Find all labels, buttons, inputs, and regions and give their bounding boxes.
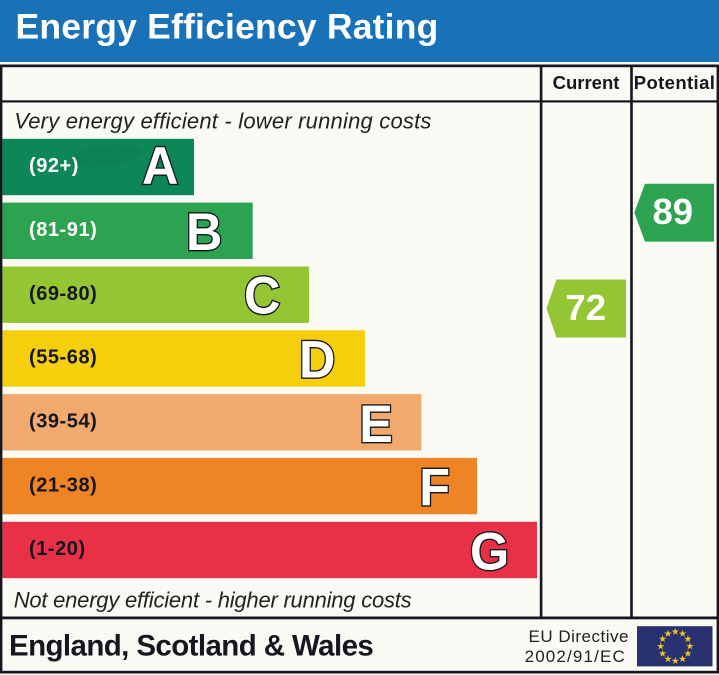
svg-text:(1-20): (1-20)	[29, 538, 86, 560]
svg-text:Not energy efficient - higher: Not energy efficient - higher running co…	[14, 587, 412, 612]
svg-text:(69-80): (69-80)	[29, 283, 97, 305]
svg-text:Current: Current	[553, 72, 620, 93]
svg-text:(39-54): (39-54)	[29, 411, 97, 433]
svg-text:(21-38): (21-38)	[29, 474, 97, 496]
svg-text:G: G	[470, 521, 509, 580]
svg-text:(81-91): (81-91)	[29, 219, 97, 241]
svg-text:D: D	[299, 329, 335, 388]
svg-text:England, Scotland & Wales: England, Scotland & Wales	[9, 630, 373, 663]
svg-text:A: A	[142, 136, 178, 195]
svg-text:Very energy efficient - lower: Very energy efficient - lower running co…	[14, 109, 431, 134]
svg-text:E: E	[359, 394, 393, 453]
svg-text:89: 89	[652, 191, 693, 232]
svg-text:(55-68): (55-68)	[29, 347, 97, 369]
svg-text:2002/91/EC: 2002/91/EC	[525, 647, 626, 666]
svg-text:B: B	[186, 202, 222, 261]
svg-text:72: 72	[565, 287, 606, 328]
svg-text:EU Directive: EU Directive	[529, 627, 629, 646]
svg-text:F: F	[419, 457, 450, 516]
svg-text:Energy Efficiency Rating: Energy Efficiency Rating	[16, 7, 439, 47]
svg-text:C: C	[244, 266, 280, 325]
svg-text:(92+): (92+)	[29, 155, 79, 177]
svg-text:Potential: Potential	[634, 72, 716, 93]
